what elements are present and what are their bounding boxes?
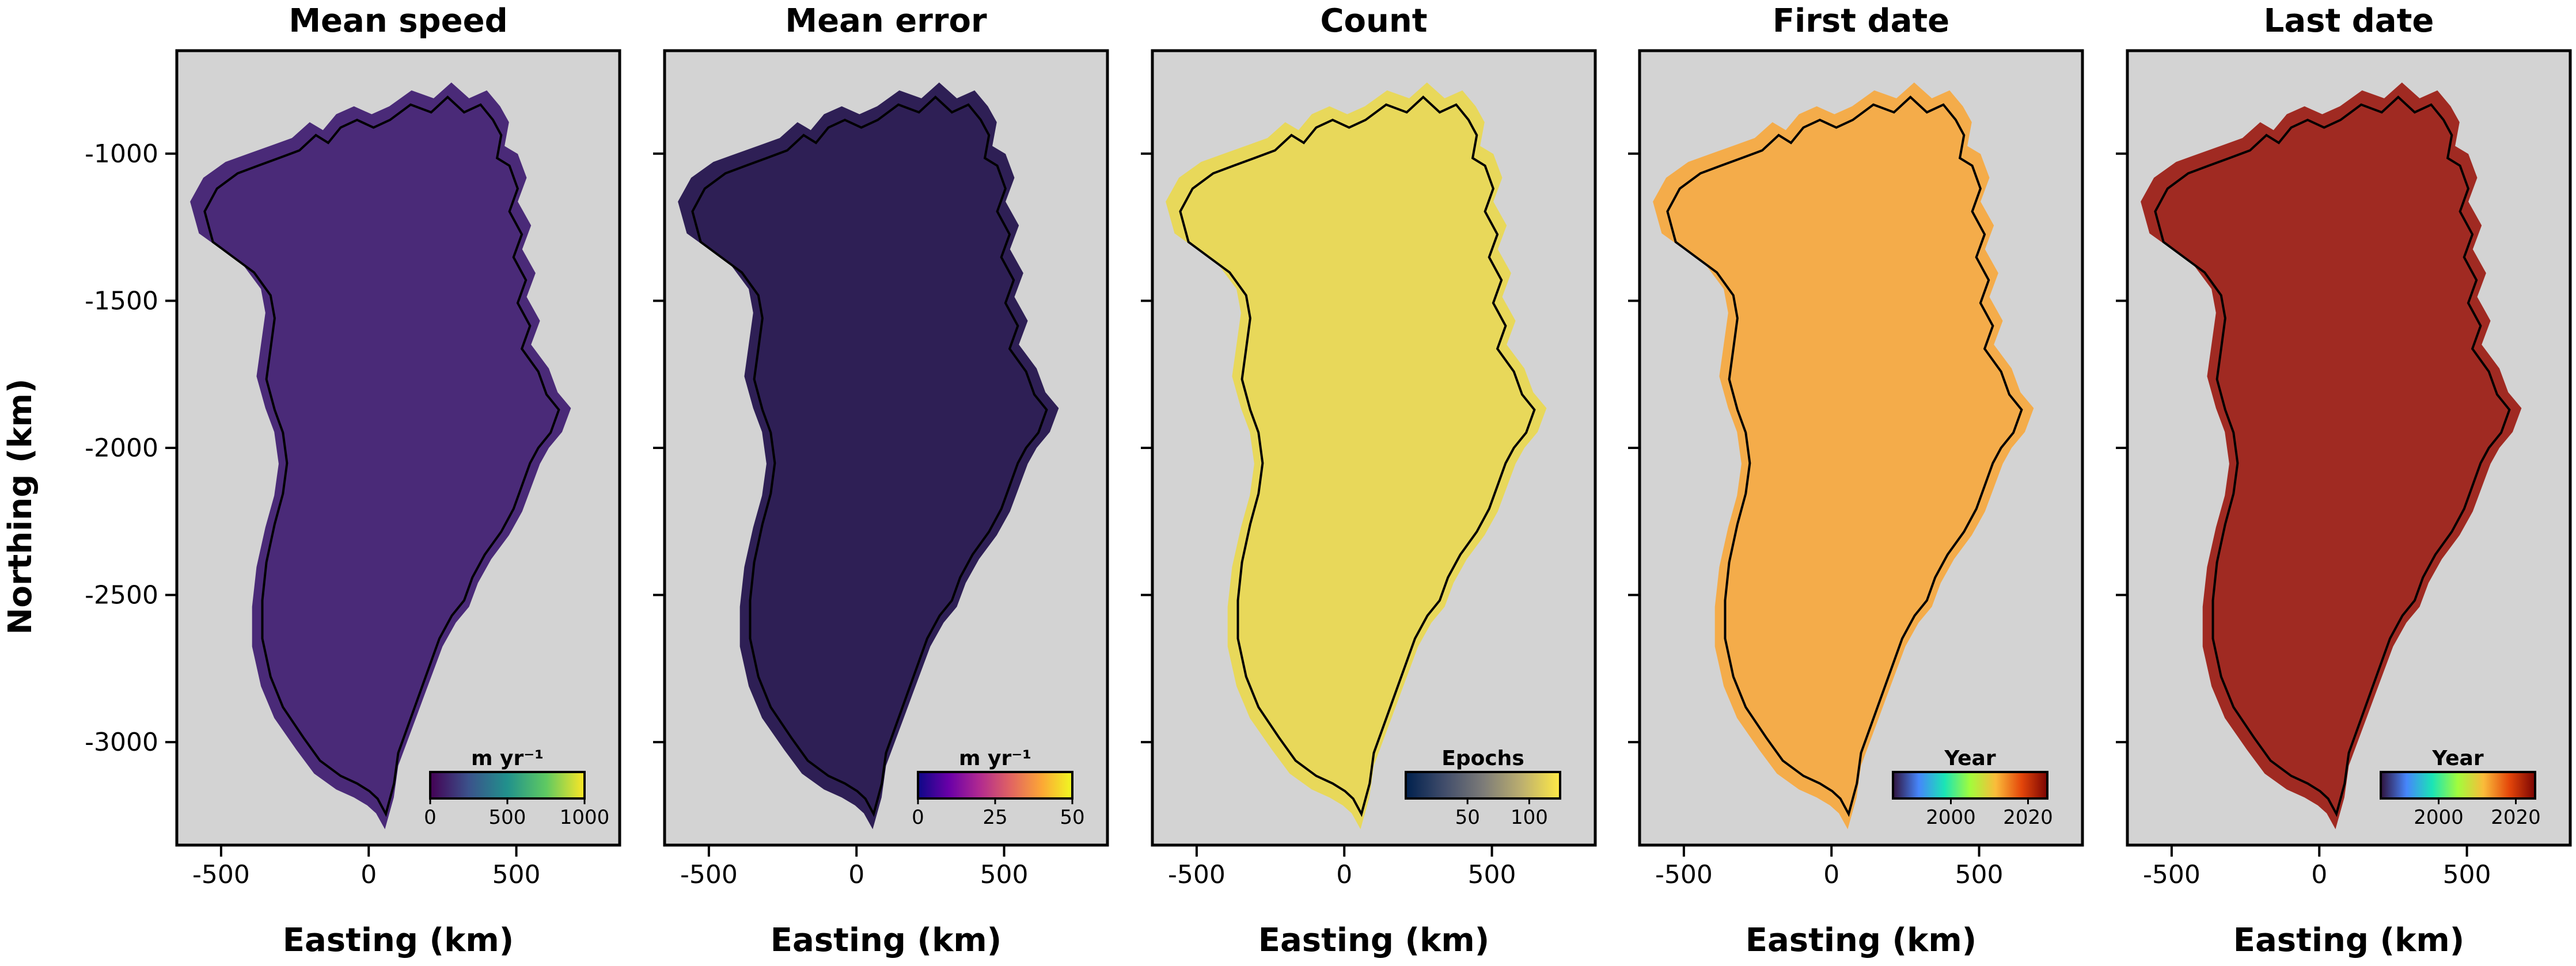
colorbar-title: m yr⁻¹ bbox=[471, 747, 544, 770]
colorbar-title: Year bbox=[1944, 747, 1995, 770]
x-tick-label: 0 bbox=[1823, 860, 1839, 889]
colorbar-tick-label: 50 bbox=[1060, 806, 1084, 829]
colorbar-tick-label: 2020 bbox=[2491, 806, 2541, 829]
colorbar-gradient bbox=[1892, 771, 2048, 800]
colorbar-title: Epochs bbox=[1441, 747, 1524, 770]
y-tick-label: -1500 bbox=[85, 286, 158, 315]
x-tick-label: 500 bbox=[492, 860, 541, 889]
colorbar-tick-label: 25 bbox=[982, 806, 1007, 829]
colorbar-tick-label: 2020 bbox=[2003, 806, 2053, 829]
colorbar-tick-label: 500 bbox=[489, 806, 526, 829]
y-tick-label: -3000 bbox=[85, 728, 158, 757]
x-tick-label: 500 bbox=[2443, 860, 2491, 889]
greenland-field bbox=[1166, 82, 1547, 830]
colorbar-tick-label: 1000 bbox=[560, 806, 610, 829]
colorbar-tick-label: 100 bbox=[1511, 806, 1548, 829]
panel-title: Mean error bbox=[785, 2, 987, 40]
greenland-field bbox=[1653, 82, 2034, 830]
colorbar-gradient bbox=[2380, 771, 2536, 800]
greenland-field bbox=[2141, 82, 2522, 830]
colorbar-gradient bbox=[917, 771, 1073, 800]
x-tick-label: -500 bbox=[1168, 860, 1226, 889]
x-axis-label: Easting (km) bbox=[1746, 922, 1977, 959]
x-axis-label: Easting (km) bbox=[771, 922, 1002, 959]
panel-5: Last date -500 0 500 Easting (km) Year 2000 202… bbox=[2116, 2, 2572, 959]
panel-title: Mean speed bbox=[289, 2, 507, 40]
greenland-field bbox=[678, 82, 1059, 830]
colorbar-title: m yr⁻¹ bbox=[959, 747, 1031, 770]
greenland-field bbox=[190, 82, 571, 830]
y-tick-label: -2500 bbox=[85, 581, 158, 610]
x-tick-label: 0 bbox=[1336, 860, 1352, 889]
colorbar-tick-label: 50 bbox=[1455, 806, 1480, 829]
x-tick-label: 500 bbox=[1468, 860, 1516, 889]
x-tick-label: -500 bbox=[192, 860, 250, 889]
x-axis-label: Easting (km) bbox=[2233, 922, 2465, 959]
ice-margin-outline bbox=[203, 95, 560, 817]
y-tick-label: -2000 bbox=[85, 433, 158, 463]
panel-title: First date bbox=[1773, 2, 1949, 40]
ice-margin-outline bbox=[691, 95, 1048, 817]
y-tick-label: -1000 bbox=[85, 139, 158, 169]
colorbar: Year 2000 2020 bbox=[2380, 747, 2541, 829]
x-tick-label: 0 bbox=[848, 860, 864, 889]
x-tick-label: -500 bbox=[680, 860, 738, 889]
panel-4: First date -500 0 500 Easting (km) Year 2000 20… bbox=[1628, 2, 2084, 959]
x-tick-label: 0 bbox=[361, 860, 377, 889]
panel-title: Count bbox=[1320, 2, 1427, 40]
x-axis-label: Easting (km) bbox=[283, 922, 514, 959]
x-tick-label: 500 bbox=[980, 860, 1029, 889]
x-tick-label: -500 bbox=[1655, 860, 1713, 889]
x-tick-label: 0 bbox=[2311, 860, 2327, 889]
ice-margin-outline bbox=[1179, 95, 1536, 817]
colorbar-tick-label: 2000 bbox=[1926, 806, 1976, 829]
colorbar-tick-label: 2000 bbox=[2414, 806, 2464, 829]
ice-margin-outline bbox=[2154, 95, 2511, 817]
colorbar-tick-label: 0 bbox=[912, 806, 924, 829]
x-tick-label: 500 bbox=[1955, 860, 2004, 889]
colorbar-gradient bbox=[1405, 771, 1561, 800]
panel-2: Mean error -500 0 500 Easting (km) m yr⁻¹ 0 25 5… bbox=[653, 2, 1109, 959]
colorbar: Epochs 50 100 bbox=[1405, 747, 1561, 829]
colorbar-title: Year bbox=[2431, 747, 2483, 770]
panel-3: Count -500 0 500 Easting (km) Epochs 50 100 bbox=[1141, 2, 1597, 959]
colorbar-tick-label: 0 bbox=[424, 806, 437, 829]
panel-title: Last date bbox=[2264, 2, 2434, 40]
y-axis-label: Northing (km) bbox=[2, 378, 39, 634]
panel-1: Mean speed -500 0 500 Easting (km) -1000 -1500… bbox=[85, 2, 621, 959]
x-tick-label: -500 bbox=[2143, 860, 2201, 889]
ice-margin-outline bbox=[1666, 95, 2023, 817]
colorbar: m yr⁻¹ 0 500 1000 bbox=[424, 747, 609, 829]
x-axis-label: Easting (km) bbox=[1258, 922, 1490, 959]
colorbar: Year 2000 2020 bbox=[1892, 747, 2053, 829]
colorbar-gradient bbox=[429, 771, 586, 800]
colorbar: m yr⁻¹ 0 25 50 bbox=[912, 747, 1084, 829]
